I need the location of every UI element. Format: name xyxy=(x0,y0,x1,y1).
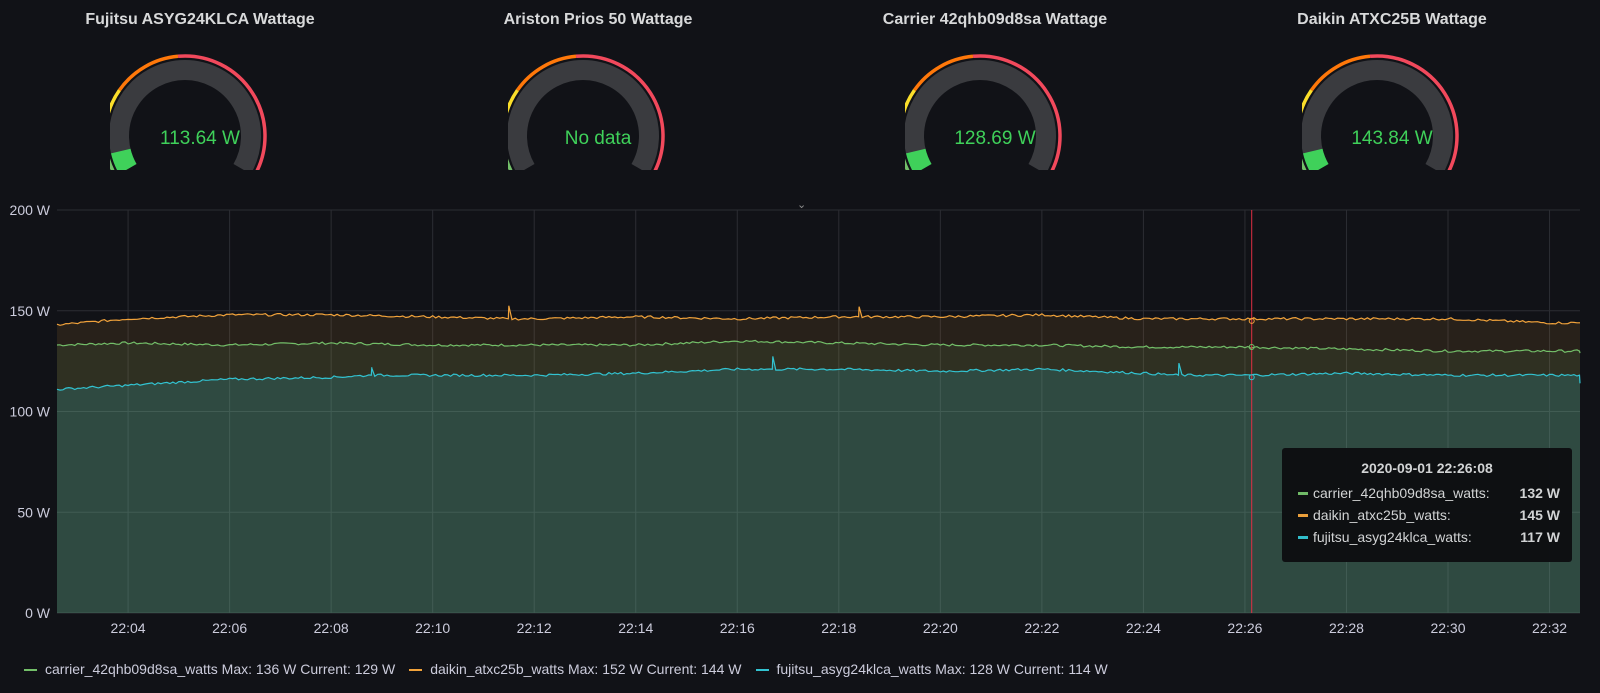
threshold-arc xyxy=(177,54,267,170)
threshold-arc xyxy=(1302,89,1313,114)
x-tick-label: 22:08 xyxy=(314,620,349,636)
series-area-daikin xyxy=(57,305,1580,613)
x-tick-label: 22:26 xyxy=(1227,620,1262,636)
tooltip-time: 2020-09-01 22:26:08 xyxy=(1361,460,1493,476)
tooltip-series-value: 132 W xyxy=(1519,485,1560,501)
tooltip-series-name: daikin_atxc25b_watts: xyxy=(1313,507,1451,523)
x-tick-label: 22:14 xyxy=(618,620,653,636)
series-swatch xyxy=(1298,492,1308,495)
gauge-fill xyxy=(111,148,137,170)
x-tick-label: 22:10 xyxy=(415,620,450,636)
legend-swatch xyxy=(755,669,769,672)
gauge-fill xyxy=(1303,148,1329,170)
gauge-dial xyxy=(508,54,665,170)
series-area-fujitsu xyxy=(57,356,1580,613)
threshold-arc xyxy=(508,89,519,114)
timeseries-panel[interactable]: 0 W 50 W 100 W 150 W 200 W 22:04 22:06 22:08 22:… xyxy=(0,196,1600,636)
legend-series-name[interactable]: daikin_atxc25b_watts xyxy=(430,661,568,677)
y-tick-label: 150 W xyxy=(10,303,51,319)
y-tick-label: 0 W xyxy=(25,605,51,621)
gauge-track xyxy=(508,60,659,170)
y-tick-label: 200 W xyxy=(10,202,51,218)
x-tick-label: 22:04 xyxy=(111,620,146,636)
legend-item[interactable]: daikin_atxc25b_watts Max: 152 W Current:… xyxy=(409,661,742,677)
gauge-track xyxy=(110,60,261,170)
gauge-title: Carrier 42qhb09d8sa Wattage xyxy=(882,11,1108,28)
tooltip-row: daikin_atxc25b_watts: 145 W xyxy=(1282,504,1572,526)
y-tick-label: 50 W xyxy=(17,504,50,520)
x-tick-label: 22:18 xyxy=(821,620,856,636)
legend-series-name[interactable]: fujitsu_asyg24klca_watts xyxy=(776,661,936,677)
gauge-track xyxy=(1302,60,1453,170)
gauge-dial xyxy=(1302,54,1459,170)
x-tick-label: 22:30 xyxy=(1430,620,1465,636)
threshold-arc xyxy=(1369,54,1459,170)
tooltip-series-name: carrier_42qhb09d8sa_watts: xyxy=(1313,485,1490,501)
collapse-chevron-icon[interactable]: ⌄ xyxy=(797,199,807,211)
threshold-arc xyxy=(905,89,916,114)
threshold-arc xyxy=(913,54,974,92)
gauge-panel[interactable]: Carrier 42qhb09d8sa Wattage 128.69 W xyxy=(795,0,1195,190)
tooltip-series-value: 145 W xyxy=(1519,507,1560,523)
hover-point xyxy=(1248,374,1255,381)
legend-max: Max: 152 W xyxy=(567,661,647,677)
hover-point xyxy=(1248,344,1255,351)
threshold-arc xyxy=(516,54,577,92)
gauge-value: No data xyxy=(564,128,632,149)
legend-current: Current: 144 W xyxy=(646,661,742,677)
x-tick-label: 22:32 xyxy=(1532,620,1567,636)
legend-series-name[interactable]: carrier_42qhb09d8sa_watts xyxy=(45,661,222,677)
legend-item[interactable]: fujitsu_asyg24klca_watts Max: 128 W Curr… xyxy=(755,661,1108,677)
series-line-carrier xyxy=(56,339,1581,354)
threshold-arc xyxy=(1310,54,1371,92)
tooltip-series-value: 117 W xyxy=(1520,529,1560,545)
legend-current: Current: 114 W xyxy=(1013,661,1108,677)
legend-current: Current: 129 W xyxy=(300,661,396,677)
series-area-carrier xyxy=(57,340,1580,613)
gauge-panel[interactable]: Fujitsu ASYG24KLCA Wattage 113.64 W xyxy=(0,0,400,190)
legend-max: Max: 136 W xyxy=(221,661,301,677)
chart-legend: carrier_42qhb09d8sa_watts Max: 136 W Cur… xyxy=(24,661,1122,677)
gauge-value: 128.69 W xyxy=(954,128,1036,149)
gauge-dial xyxy=(905,54,1062,170)
gauge-title: Daikin ATXC25B Wattage xyxy=(1297,11,1487,28)
threshold-arc xyxy=(972,54,1062,170)
threshold-arc xyxy=(575,54,665,170)
series-line-daikin xyxy=(56,305,1580,326)
x-tick-label: 22:24 xyxy=(1126,620,1161,636)
tooltip-row: carrier_42qhb09d8sa_watts: 132 W xyxy=(1282,482,1572,504)
x-tick-label: 22:22 xyxy=(1024,620,1059,636)
gauge-title: Ariston Prios 50 Wattage xyxy=(503,11,693,28)
series-swatch xyxy=(1298,514,1308,517)
gauge-fill xyxy=(906,148,932,170)
x-tick-label: 22:16 xyxy=(720,620,755,636)
legend-swatch xyxy=(409,669,423,672)
gauge-panel[interactable]: Daikin ATXC25B Wattage 143.84 W xyxy=(1192,0,1592,190)
hover-tooltip: 2020-09-01 22:26:08 carrier_42qhb09d8sa_… xyxy=(1282,448,1572,562)
gauge-panel[interactable]: Ariston Prios 50 Wattage No data xyxy=(398,0,798,190)
gauge-title: Fujitsu ASYG24KLCA Wattage xyxy=(85,11,315,28)
hover-point xyxy=(1248,317,1255,324)
legend-max: Max: 128 W xyxy=(935,661,1014,677)
gauge-value: 113.64 W xyxy=(160,128,240,149)
threshold-arc xyxy=(118,54,179,92)
tooltip-row: fujitsu_asyg24klca_watts: 117 W xyxy=(1282,526,1572,548)
gauge-dial xyxy=(110,54,267,170)
x-tick-label: 22:28 xyxy=(1329,620,1364,636)
series-line-fujitsu xyxy=(56,356,1581,391)
gauge-track xyxy=(905,60,1056,170)
timeseries-chart[interactable]: 0 W 50 W 100 W 150 W 200 W 22:04 22:06 22:08 22:… xyxy=(0,196,1600,636)
x-tick-label: 22:12 xyxy=(517,620,552,636)
x-tick-label: 22:20 xyxy=(923,620,958,636)
legend-item[interactable]: carrier_42qhb09d8sa_watts Max: 136 W Cur… xyxy=(24,661,395,677)
y-tick-label: 100 W xyxy=(10,404,51,420)
threshold-arc xyxy=(110,89,121,114)
gauge-value: 143.84 W xyxy=(1351,128,1433,149)
tooltip-series-name: fujitsu_asyg24klca_watts: xyxy=(1313,529,1472,545)
x-tick-label: 22:06 xyxy=(212,620,247,636)
series-swatch xyxy=(1298,536,1308,539)
legend-swatch xyxy=(24,669,37,672)
